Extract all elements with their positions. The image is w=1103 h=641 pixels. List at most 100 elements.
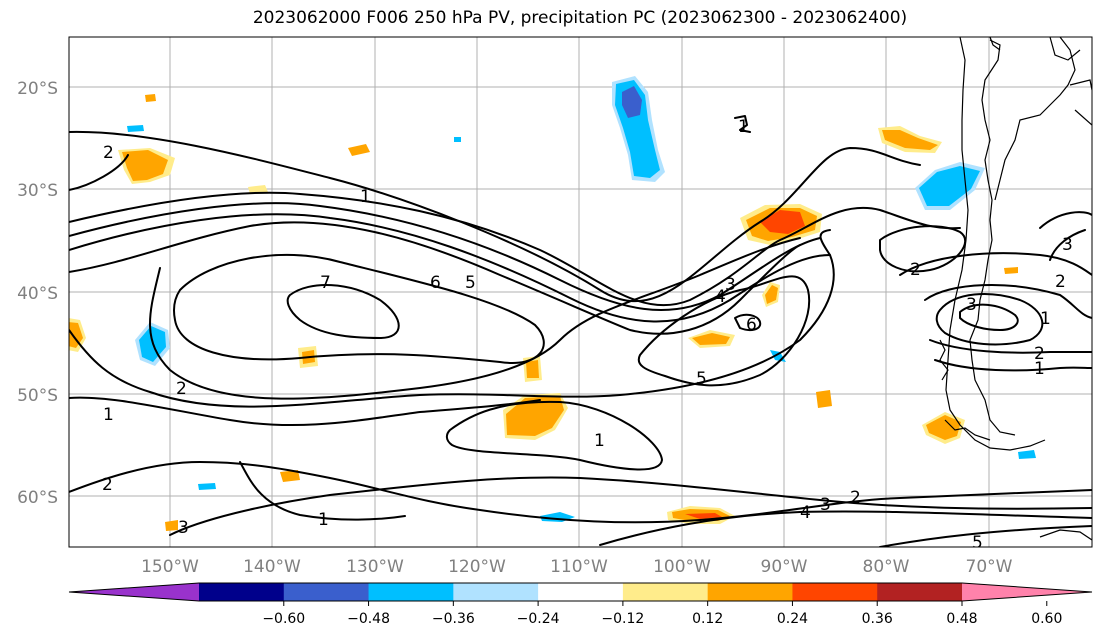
precip-negative-area	[127, 125, 144, 132]
pv-contour	[879, 525, 1092, 547]
contour-label: 1	[1034, 359, 1045, 379]
contour-label: 1	[738, 117, 749, 137]
coastline-south-america	[1049, 37, 1081, 61]
lat-tick-label: 50°S	[17, 386, 58, 406]
colorbar-segment	[453, 583, 539, 601]
pv-contour	[239, 461, 406, 521]
pv-contour	[69, 461, 1092, 524]
pv-contour	[69, 396, 541, 427]
contour-label: 3	[820, 495, 831, 515]
pv-contour	[637, 275, 811, 387]
precip-positive-area	[685, 513, 722, 519]
precip-negative-area	[622, 86, 642, 118]
precip-positive-area	[248, 185, 268, 194]
contour-label: 2	[102, 475, 113, 495]
contour-label: 2	[910, 260, 921, 280]
pv-contour	[169, 476, 1092, 536]
gridlines	[69, 37, 1092, 547]
colorbar-tick-label: −0.36	[432, 611, 475, 627]
pv-contour	[69, 130, 921, 303]
precip-negative-area	[1018, 450, 1036, 459]
precip-negative-area	[454, 137, 461, 142]
lon-tick-label: 90°W	[761, 557, 808, 577]
colorbar-segment	[622, 583, 709, 601]
coastline-islands	[1039, 529, 1092, 541]
colorbar-tick-label: 0.48	[946, 611, 977, 627]
lon-tick-label: 130°W	[346, 557, 404, 577]
colorbar-tick-label: −0.12	[601, 611, 644, 627]
contour-label: 5	[696, 369, 707, 389]
colorbar-tick-label: −0.48	[347, 611, 390, 627]
pv-contours	[69, 115, 1092, 547]
colorbar-tick-label: −0.24	[517, 611, 560, 627]
lon-tick-label: 110°W	[550, 557, 608, 577]
map-title: 2023062000 F006 250 hPa PV, precipitatio…	[252, 8, 908, 28]
colorbar-tick-label: 0.12	[692, 611, 723, 627]
lat-tick-label: 60°S	[17, 488, 58, 508]
contour-label: 1	[318, 510, 329, 530]
colorbar-tick-label: 0.24	[777, 611, 808, 627]
colorbar: −0.60 −0.48 −0.36 −0.24 −0.12 0.12 0.24 0.36 0.4…	[68, 582, 1093, 627]
pv-contour	[149, 237, 801, 400]
precip-positive-area	[765, 285, 778, 304]
contour-label: 5	[972, 533, 983, 553]
colorbar-segment	[877, 583, 963, 601]
contour-label: 6	[746, 315, 757, 335]
pv-contour	[934, 359, 1092, 372]
coastline-islands	[944, 419, 991, 441]
lon-tick-label: 140°W	[243, 557, 301, 577]
coastline-islands	[939, 339, 949, 381]
contour-label: 5	[465, 273, 476, 293]
colorbar-segment	[538, 583, 624, 601]
precip-positive-area	[145, 94, 156, 102]
precip-positive-area	[526, 360, 539, 378]
lon-tick-label: 150°W	[141, 557, 199, 577]
precip-negative-area	[198, 483, 216, 490]
coastline-south-america	[1069, 79, 1092, 91]
pv-contour	[69, 202, 821, 311]
contour-label: 2	[1034, 344, 1045, 364]
pv-contour	[935, 293, 1044, 346]
contour-label: 1	[1040, 309, 1051, 329]
contour-label: 1	[103, 405, 114, 425]
pv-contour	[445, 400, 663, 471]
coastline-south-america	[1074, 109, 1092, 126]
precip-positive-area	[122, 150, 168, 181]
colorbar-outline	[68, 582, 1093, 602]
contour-label: 2	[850, 488, 861, 508]
pv-contour	[924, 284, 1092, 319]
contour-label: 4	[715, 287, 726, 307]
precip-positive-area	[882, 130, 938, 150]
pv-contour	[959, 303, 1019, 331]
lon-tick-label: 80°W	[863, 557, 910, 577]
contour-label: 3	[178, 518, 189, 538]
contour-label: 4	[800, 503, 811, 523]
precip-positive-area	[760, 210, 805, 234]
colorbar-extend-high	[962, 583, 1092, 601]
pv-contour	[172, 253, 545, 364]
coastline-south-america	[989, 37, 1001, 51]
precip-positive-area	[348, 144, 370, 156]
pv-contour	[734, 115, 751, 133]
lon-tick-label: 100°W	[653, 557, 711, 577]
coastline-south-america	[994, 37, 1076, 201]
pv-contour	[69, 154, 129, 191]
pv-contour	[879, 225, 967, 273]
colorbar-segment	[707, 583, 793, 601]
lon-tick-label: 120°W	[448, 557, 506, 577]
pv-contour	[929, 339, 1092, 354]
precip-positive-area	[165, 520, 178, 531]
colorbar-tick-label: 0.36	[862, 611, 893, 627]
precip-positive-area	[816, 390, 832, 408]
pv-contour	[599, 510, 1092, 546]
pv-contour	[899, 252, 1092, 276]
coastline-south-america	[945, 37, 1046, 451]
contour-label: 6	[430, 273, 441, 293]
contour-label: 2	[176, 379, 187, 399]
precip-positive-area	[280, 470, 300, 482]
contour-labels: 1 7 6 5 3 4 6 5 2 1 1 2 1 3 2 4 3 2 5 2 …	[102, 117, 1073, 553]
pv-contour	[286, 283, 400, 339]
precip-positive-area	[926, 415, 961, 440]
lon-tick-label: 70°W	[966, 557, 1013, 577]
contour-label: 2	[103, 143, 114, 163]
